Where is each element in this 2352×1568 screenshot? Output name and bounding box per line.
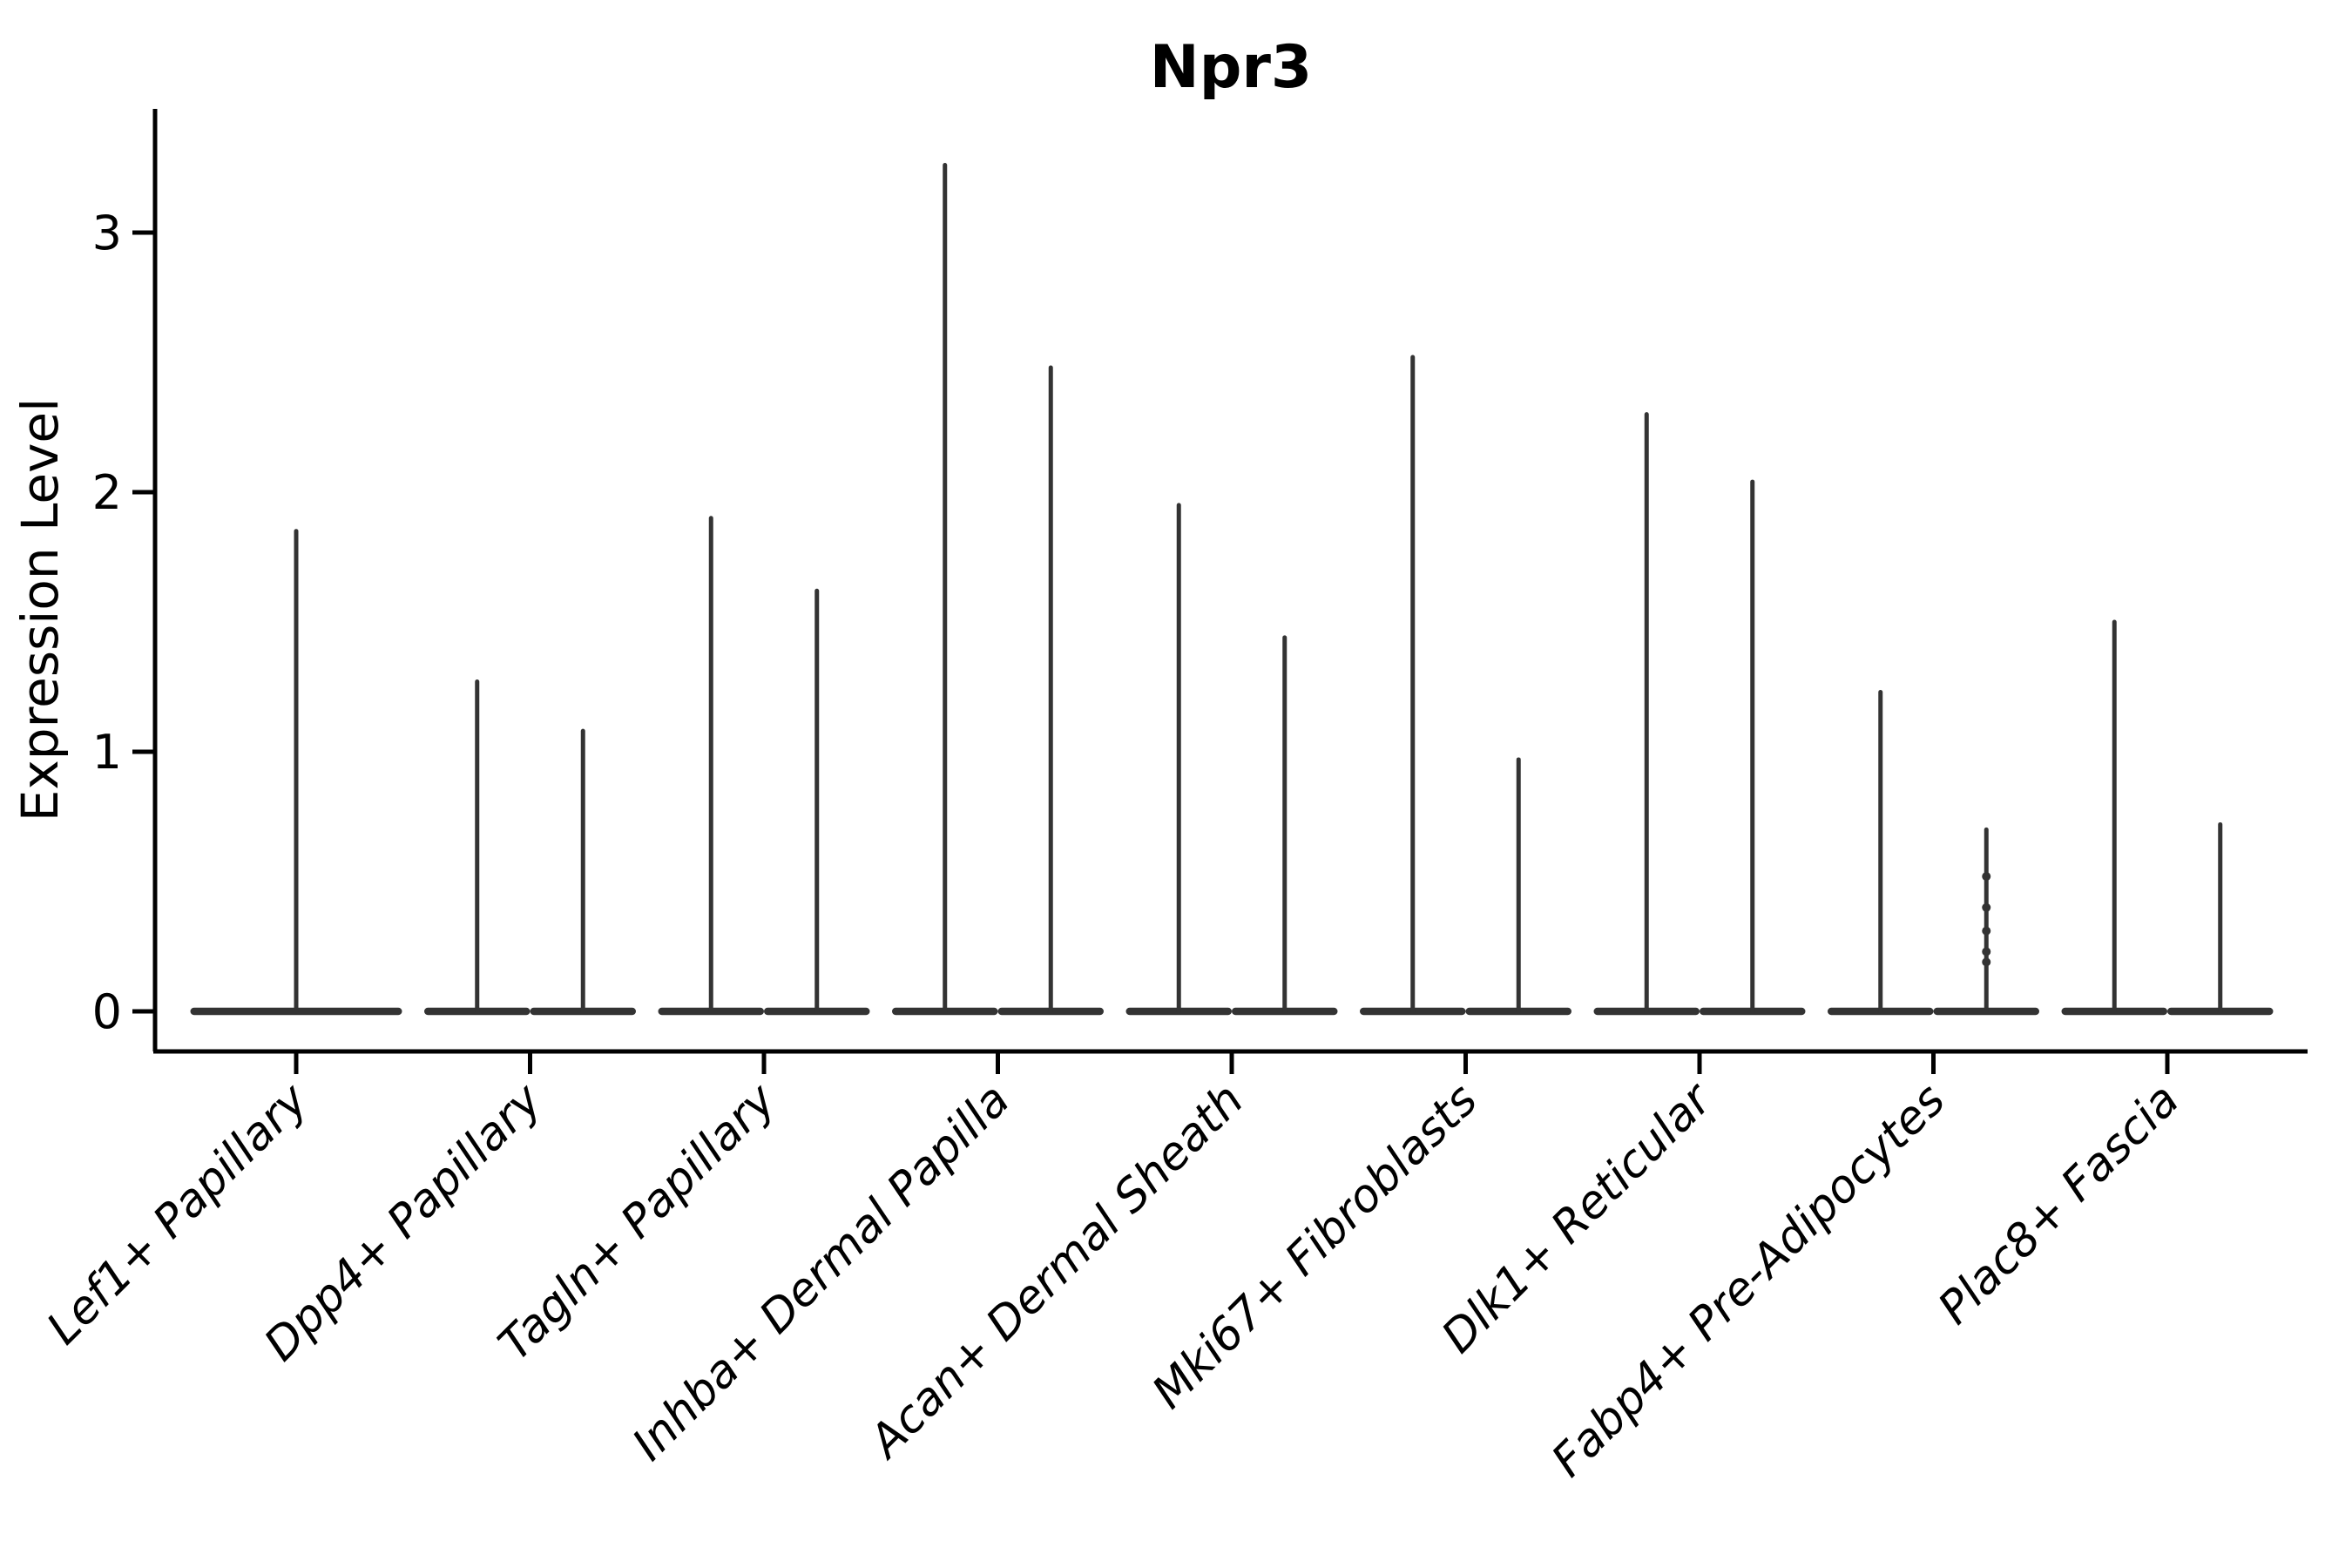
violin-group (1593, 412, 1806, 1016)
jitter-point (1982, 872, 1991, 882)
chart-title: Npr3 (1150, 33, 1312, 102)
jitter-point (1982, 957, 1991, 967)
violin-group (892, 163, 1104, 1016)
y-axis-label: Expression Level (10, 398, 70, 821)
y-tick-label: 2 (92, 465, 122, 520)
violin-group (190, 529, 402, 1016)
violin-group (2061, 619, 2274, 1016)
violin-group (1828, 689, 2039, 1016)
violin-group (1360, 355, 1571, 1016)
y-tick-label: 0 (92, 984, 122, 1039)
y-tick-label: 1 (92, 725, 122, 780)
x-tick-label-group: Inhba+ Dermal Papilla (623, 1074, 1020, 1471)
y-tick-label: 3 (92, 206, 122, 260)
x-tick-label: Inhba+ Dermal Papilla (623, 1074, 1020, 1471)
violins (190, 163, 2274, 1016)
jitter-point (1982, 926, 1991, 936)
violin-group (1125, 503, 1338, 1016)
jitter-point (1982, 947, 1991, 956)
violin-group (658, 516, 870, 1016)
x-tick-label: Fabp4+ Pre-Adipocytes (1542, 1074, 1956, 1488)
x-tick-label-group: Acan+ Dermal Sheath (858, 1074, 1254, 1470)
x-tick-label: Plac8+ Fascia (1929, 1074, 2189, 1335)
x-tick-label-group: Fabp4+ Pre-Adipocytes (1542, 1074, 1956, 1488)
jitter-point (1982, 902, 1991, 912)
x-tick-label-group: Plac8+ Fascia (1929, 1074, 2189, 1335)
violin-group (424, 679, 636, 1016)
x-tick-label: Acan+ Dermal Sheath (858, 1074, 1254, 1470)
